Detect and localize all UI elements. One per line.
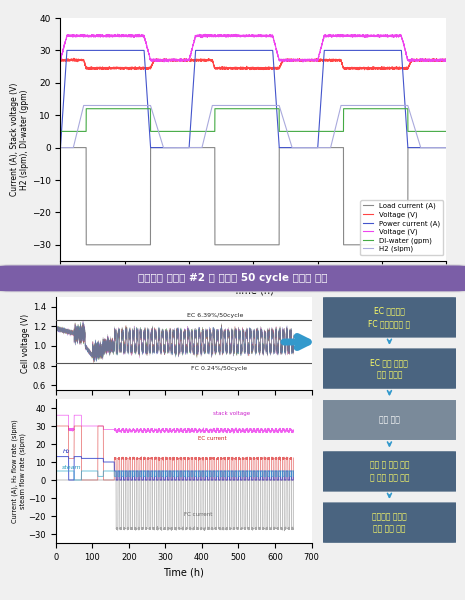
H2 (slpm) [81,102,86,109]
Y-axis label: Current (A), H₂ flow rate (slpm)
steam flow rate (slpm): Current (A), H₂ flow rate (slpm) steam f… [12,419,26,523]
X-axis label: Time (h): Time (h) [233,285,274,295]
Load current (A) [58,144,63,151]
Line: Load current (A): Load current (A) [60,148,446,245]
Text: FC 0.24%/50cycle: FC 0.24%/50cycle [191,366,247,371]
H2 (slpm) [440,144,446,151]
Text: EC current: EC current [198,436,227,442]
Text: EC 열화율이
FC 열화율보다 큼: EC 열화율이 FC 열화율보다 큼 [368,307,411,328]
Voltage (V) [152,57,157,64]
Voltage (V) [365,66,371,73]
Voltage (V) [444,57,449,64]
FancyBboxPatch shape [320,400,458,440]
Y-axis label: Current (A), Stack voltage (V)
H2 (slpm), DI-water (gpm): Current (A), Stack voltage (V) H2 (slpm)… [10,83,29,196]
Text: 모드전환 시쿠스 #2 를 이용한 50 cycle 열화율 측정: 모드전환 시쿠스 #2 를 이용한 50 cycle 열화율 측정 [138,274,327,283]
H2 (slpm) [203,128,209,135]
FancyBboxPatch shape [320,451,458,491]
Load current (A) [83,241,89,248]
Line: DI-water (gpm): DI-water (gpm) [60,109,446,131]
Voltage (V) [147,65,153,72]
Text: H₂: H₂ [62,449,70,454]
Voltage (V) [58,57,63,64]
Load current (A) [147,241,153,248]
DI-water (gpm) [149,128,155,135]
Power current (A) [64,47,70,54]
Voltage (V) [147,55,153,62]
H2 (slpm) [58,144,63,151]
FancyBboxPatch shape [320,349,458,389]
DI-water (gpm) [231,105,236,112]
Load current (A) [231,241,236,248]
Voltage (V) [231,32,236,40]
Text: 운전모드 개선을
통한 열화 제어: 운전모드 개선을 통한 열화 제어 [372,512,407,533]
Voltage (V) [152,56,157,64]
H2 (slpm) [444,144,449,151]
Voltage (V) [441,56,446,64]
H2 (slpm) [147,102,153,109]
Power current (A) [440,144,446,151]
FancyBboxPatch shape [0,265,465,292]
H2 (slpm) [231,102,236,109]
Load current (A) [152,144,157,151]
Power current (A) [147,139,153,146]
Voltage (V) [115,31,120,38]
DI-water (gpm) [440,128,446,135]
DI-water (gpm) [444,128,449,135]
Text: EC 작동 환경이
가혹 조건임: EC 작동 환경이 가혹 조건임 [371,358,408,379]
Power current (A) [444,144,449,151]
FancyBboxPatch shape [320,502,458,543]
Voltage (V) [149,60,155,67]
X-axis label: Time (h): Time (h) [163,567,204,577]
Text: steam: steam [62,465,82,470]
H2 (slpm) [149,107,155,115]
Load current (A) [444,144,449,151]
Legend: Load current (A), Voltage (V), Power current (A), Voltage (V), DI-water (gpm), H: Load current (A), Voltage (V), Power cur… [360,200,443,255]
Power current (A) [58,144,63,151]
Y-axis label: Cell voltage (V): Cell voltage (V) [21,314,30,373]
Line: Voltage (V): Voltage (V) [60,58,446,70]
Power current (A) [231,47,236,54]
Voltage (V) [444,57,449,64]
Voltage (V) [231,64,236,71]
Text: EC 6.39%/50cycle: EC 6.39%/50cycle [187,313,244,317]
Text: 전궹 및 속매 개선
을 동한 열화 제어: 전궹 및 속매 개선 을 동한 열화 제어 [370,461,409,482]
FancyBboxPatch shape [320,297,458,338]
DI-water (gpm) [147,105,153,112]
H2 (slpm) [152,114,157,121]
DI-water (gpm) [152,128,157,135]
Voltage (V) [149,56,155,64]
Voltage (V) [71,55,77,62]
Power current (A) [203,47,209,54]
Voltage (V) [203,32,209,40]
Voltage (V) [300,58,306,65]
Load current (A) [149,144,155,151]
DI-water (gpm) [83,105,89,112]
Voltage (V) [441,58,446,65]
Text: stack voltage: stack voltage [213,411,250,416]
Text: FC current: FC current [184,512,212,517]
Line: Power current (A): Power current (A) [60,50,446,148]
Power current (A) [152,144,157,151]
Line: H2 (slpm): H2 (slpm) [60,106,446,148]
Load current (A) [203,144,209,151]
Load current (A) [440,144,446,151]
DI-water (gpm) [58,128,63,135]
Text: 개선 방안: 개선 방안 [379,415,400,425]
Line: Voltage (V): Voltage (V) [60,34,446,62]
DI-water (gpm) [203,128,209,135]
Voltage (V) [203,56,209,63]
Voltage (V) [58,56,63,64]
Power current (A) [149,144,155,151]
